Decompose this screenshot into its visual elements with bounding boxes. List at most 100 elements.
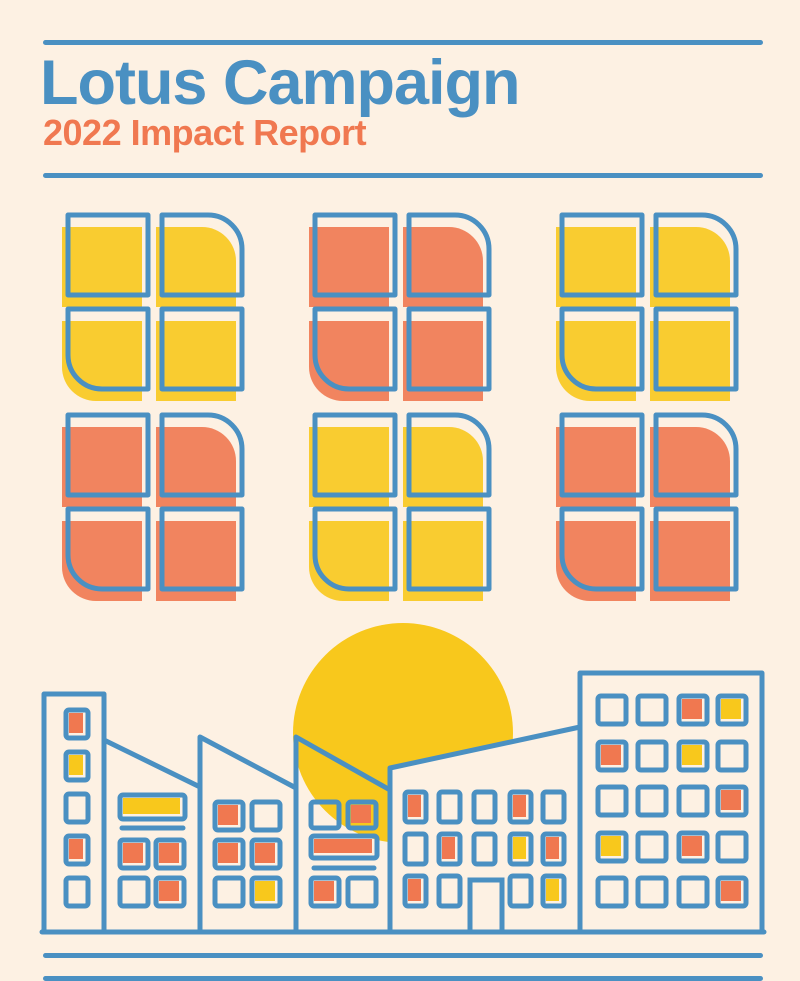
window [308,875,342,909]
window [402,873,429,909]
window [471,789,498,825]
window-pane-outline [653,212,739,298]
window [63,749,91,783]
window [117,837,151,871]
window-pane-fill [556,427,636,507]
window-pane-outline [559,412,645,498]
window [715,693,749,727]
window [595,784,629,818]
bottom-rule-1 [43,953,763,958]
window-pane-fill [403,521,483,601]
window-pane-outline [65,506,151,592]
window-pane-outline [653,306,739,392]
window-pane-fill [309,227,389,307]
window [540,789,567,825]
window [635,784,669,818]
window-pane-fill [403,427,483,507]
window-pane-outline [406,412,492,498]
window-pane-fill [650,227,730,307]
window-light [682,699,702,719]
window [117,875,151,909]
window [676,875,710,909]
window [63,791,91,825]
window [212,875,246,909]
window [63,875,91,909]
top-rule [43,40,763,45]
window [117,792,188,822]
window [402,789,429,825]
window [715,739,749,773]
window [308,799,342,831]
window [507,873,534,909]
window-light [682,836,702,856]
window-pane-outline [406,506,492,592]
window-light [123,798,180,814]
window [63,707,91,741]
window-pane-outline [65,306,151,392]
window [595,739,629,773]
window-pane-outline [312,212,398,298]
window-pane-outline [312,306,398,392]
window [249,837,283,871]
window-pane-fill [403,321,483,401]
window [308,833,380,861]
window-pane-outline [159,212,245,298]
window-light [408,795,421,817]
window-light [442,837,455,859]
window-pane-fill [156,427,236,507]
window-light [546,837,559,859]
window-light [721,699,741,719]
window-pane-fill [62,227,142,307]
window-pane-outline [406,212,492,298]
window-pane-fill [156,321,236,401]
window-pane-outline [559,306,645,392]
window [345,875,379,909]
window [345,799,379,831]
bottom-rule-2 [43,976,763,981]
window [676,830,710,864]
window-pane-outline [159,412,245,498]
title-divider [43,173,763,178]
window-light [513,837,526,859]
door [467,877,505,932]
window [212,799,246,833]
report-subtitle: 2022 Impact Report [43,112,367,153]
window-pane-fill [556,227,636,307]
window [153,875,187,909]
window-pane-outline [159,306,245,392]
window [635,739,669,773]
window [402,831,429,867]
window-light [123,843,143,863]
window-pane-fill [650,427,730,507]
window [540,831,567,867]
window-pane-outline [312,506,398,592]
window-light [314,839,372,853]
window [436,789,463,825]
window-light [546,879,559,901]
window [635,693,669,727]
window-pane-outline [559,506,645,592]
window-pane-fill [309,427,389,507]
window-light [255,843,275,863]
window-light [682,745,702,765]
window-light [218,805,238,825]
window-light [69,755,83,775]
window-light [513,795,526,817]
window [595,830,629,864]
window-pane-fill [403,227,483,307]
window-light [351,805,371,823]
window [540,873,567,909]
window-pane-outline [65,212,151,298]
window [436,873,463,909]
window-light [69,713,83,733]
window-light [255,881,275,901]
window-light [159,881,179,901]
window [595,693,629,727]
window-light [314,881,334,901]
window-light [69,839,83,859]
window-pane-outline [312,412,398,498]
window-pane-fill [156,521,236,601]
window-pane-fill [62,427,142,507]
window [635,830,669,864]
